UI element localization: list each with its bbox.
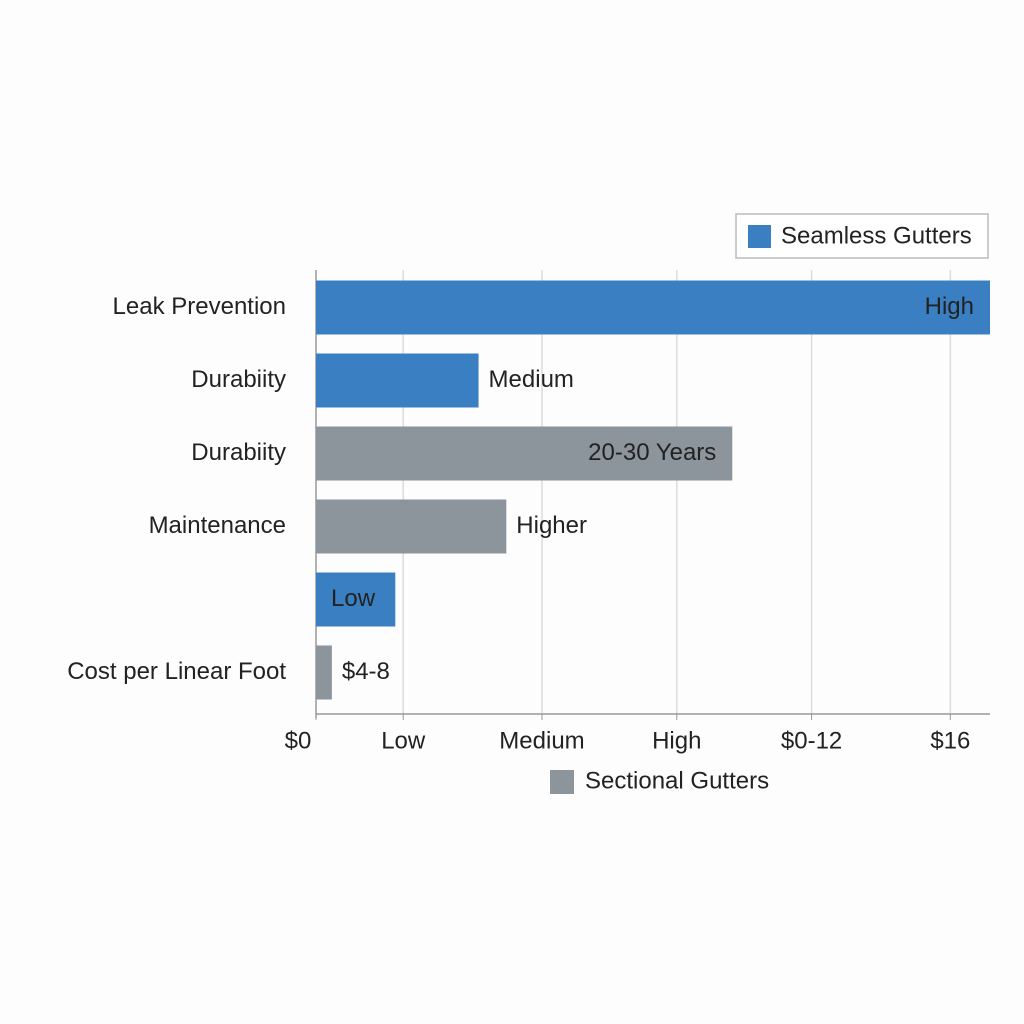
x-tick-label: Medium bbox=[499, 727, 584, 754]
category-label: Durabiity bbox=[191, 366, 286, 393]
value-label: Medium bbox=[489, 366, 574, 393]
legend-swatch bbox=[748, 225, 771, 248]
bar bbox=[316, 572, 396, 627]
value-label: 20-30 Years bbox=[588, 439, 716, 466]
category-label: Maintenance bbox=[149, 512, 286, 539]
bar bbox=[316, 353, 479, 408]
category-label: Leak Prevention bbox=[113, 293, 286, 320]
category-label: Cost per Linear Foot bbox=[67, 658, 286, 685]
legend-label: Seamless Gutters bbox=[781, 222, 972, 249]
legend-label: Sectional Gutters bbox=[585, 767, 769, 794]
bar bbox=[316, 499, 507, 554]
legend-box bbox=[735, 213, 989, 259]
legend-swatch bbox=[550, 770, 574, 794]
value-label: $4-8 bbox=[342, 658, 390, 685]
value-label: High bbox=[925, 293, 974, 320]
x-tick-label: $0-12 bbox=[781, 727, 842, 754]
x-tick-label: $0 bbox=[285, 727, 312, 754]
bar bbox=[316, 280, 990, 335]
x-tick-label: Low bbox=[381, 727, 426, 754]
value-label: Higher bbox=[516, 512, 587, 539]
category-label: Durabiity bbox=[191, 439, 286, 466]
value-label: Low bbox=[331, 585, 376, 612]
bar bbox=[316, 426, 733, 481]
x-tick-label: High bbox=[652, 727, 701, 754]
x-tick-label: $16 bbox=[930, 727, 970, 754]
bar bbox=[316, 645, 332, 700]
